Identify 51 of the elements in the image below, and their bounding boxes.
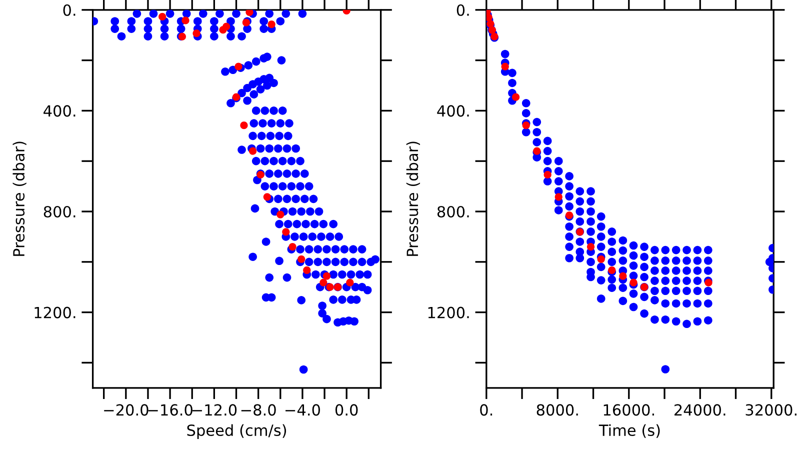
x-tick-label: 24000. — [674, 404, 726, 416]
point — [619, 272, 627, 280]
point — [322, 272, 331, 280]
x-tick-label: 0. — [480, 404, 492, 416]
point — [158, 12, 166, 21]
x-axis-title: Time (s) — [598, 424, 660, 438]
x-tick-label: 32000. — [746, 404, 796, 416]
x-tick-label: −12.0 — [192, 404, 237, 416]
point — [320, 278, 328, 286]
point — [263, 193, 271, 201]
x-tick-label: 8000. — [536, 404, 578, 416]
y-tick-label: 1200. — [34, 306, 76, 318]
point — [522, 122, 530, 130]
point — [512, 93, 520, 101]
point — [586, 242, 595, 251]
point — [298, 255, 306, 263]
x-tick-label: −20.0 — [104, 404, 148, 416]
point — [192, 30, 200, 38]
y-tick-label: 0. — [456, 4, 469, 16]
point — [276, 210, 284, 218]
point — [630, 278, 638, 286]
y-tick-label: 400. — [437, 105, 469, 117]
x-tick-label: 0.0 — [335, 404, 358, 416]
y-tick-label: 400. — [44, 105, 76, 117]
x-axis-title: Speed (cm/s) — [187, 424, 286, 439]
point — [346, 278, 354, 286]
point — [234, 62, 242, 70]
y-tick-label: 800. — [437, 206, 469, 218]
y-tick-label: 0. — [63, 4, 76, 16]
point — [248, 147, 257, 155]
point — [182, 16, 190, 24]
point — [303, 266, 311, 274]
x-tick-label: −16.0 — [148, 404, 192, 416]
point — [246, 10, 254, 16]
point — [282, 228, 290, 236]
y-tick-label: 800. — [44, 206, 76, 218]
point — [554, 193, 562, 201]
x-tick-label: 16000. — [604, 404, 654, 416]
point — [268, 20, 276, 28]
point — [288, 242, 296, 251]
y-tick-label: 1200. — [428, 306, 469, 318]
point — [222, 22, 230, 30]
point — [501, 62, 509, 70]
point — [544, 170, 552, 179]
point — [240, 122, 248, 130]
x-tick-label: −8.0 — [241, 404, 276, 416]
point — [486, 14, 492, 22]
x-tick-label: −4.0 — [286, 404, 320, 416]
y-axis-title: Pressure (dbar) — [12, 142, 26, 256]
point — [597, 255, 605, 263]
y-axis-title: Pressure (dbar) — [406, 142, 420, 256]
